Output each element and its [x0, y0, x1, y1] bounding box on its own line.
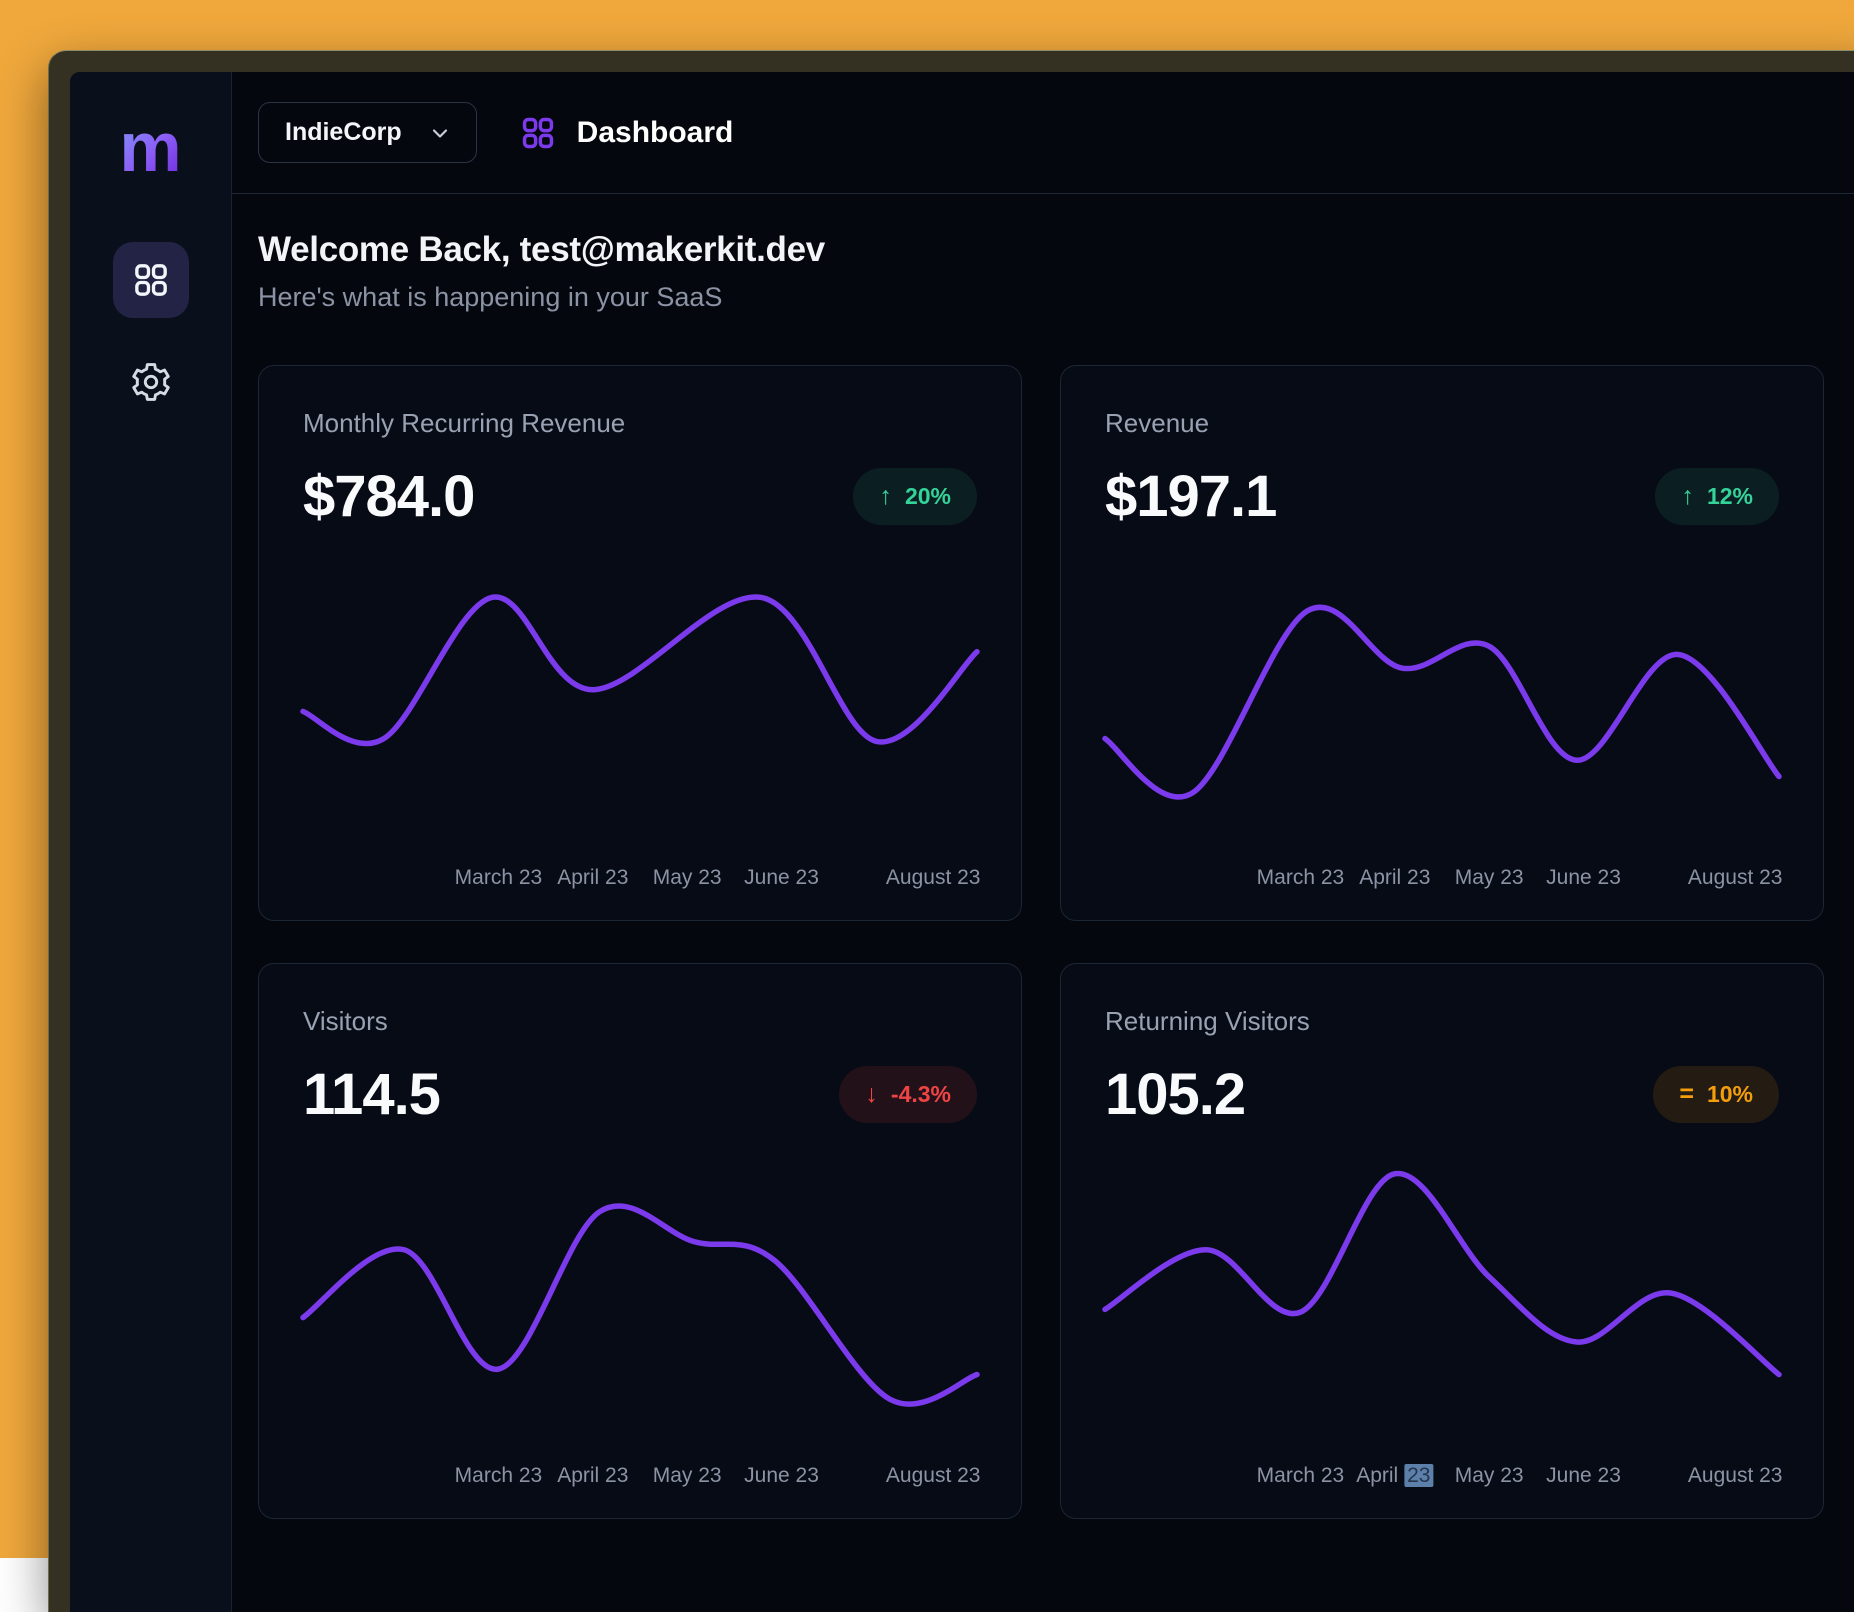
card-title: Revenue: [1105, 408, 1779, 439]
x-axis: March 23April 23May 23June 23August 23: [303, 1464, 977, 1492]
card-revenue: Revenue $197.1 ↑ 12% March 23 April 23 May…: [1060, 365, 1824, 921]
trend-badge: = 10%: [1653, 1066, 1779, 1123]
main-column: IndieCorp: [232, 72, 1854, 1612]
chevron-down-icon: [428, 121, 452, 145]
app-window: m: [48, 50, 1854, 1612]
welcome-heading: Welcome Back, test@makerkit.dev: [258, 230, 1824, 270]
selected-text-highlight: 23: [1404, 1464, 1433, 1487]
value-row: $784.0 ↑ 20%: [303, 463, 977, 530]
trend-badge: ↑ 12%: [1655, 468, 1779, 525]
axis-tick-label: May 23: [653, 1464, 722, 1488]
axis-tick-label: May 23: [653, 866, 722, 890]
breadcrumb: Dashboard: [519, 114, 734, 152]
stats-grid: Monthly Recurring Revenue $784.0 ↑ 20% M…: [258, 365, 1824, 1519]
value-row: $197.1 ↑ 12%: [1105, 463, 1779, 530]
welcome-subheading: Here's what is happening in your SaaS: [258, 282, 1824, 313]
axis-tick-label: May 23: [1455, 866, 1524, 890]
trend-delta: 20%: [905, 483, 951, 510]
line-chart-svg: [1105, 558, 1779, 854]
x-axis: March 23April 23May 23June 23August 23: [1105, 1464, 1779, 1492]
trend-delta: 12%: [1707, 483, 1753, 510]
value-row: 114.5 ↓ -4.3%: [303, 1061, 977, 1128]
axis-tick-label: August 23: [1688, 866, 1783, 890]
line-chart: [1105, 1156, 1779, 1452]
makerkit-logo: m: [119, 112, 181, 182]
axis-tick-label: June 23: [1546, 866, 1621, 890]
axis-tick-label: March 23: [455, 866, 543, 890]
trend-badge: ↑ 20%: [853, 468, 977, 525]
card-returning-visitors: Returning Visitors 105.2 = 10% March 23 A…: [1060, 963, 1824, 1519]
axis-tick-label: August 23: [886, 866, 981, 890]
line-chart-svg: [303, 1156, 977, 1452]
card-title: Visitors: [303, 1006, 977, 1037]
app-header: IndieCorp: [232, 72, 1854, 194]
squares-grid-icon: [131, 260, 171, 300]
line-chart-svg: [303, 558, 977, 854]
axis-tick-label: April 23: [1356, 1464, 1433, 1488]
trend-arrow-icon: ↓: [865, 1082, 878, 1107]
axis-tick-label: March 23: [455, 1464, 543, 1488]
axis-tick-label: March 23: [1257, 1464, 1345, 1488]
dashboard-app: m: [70, 72, 1854, 1612]
value-row: 105.2 = 10%: [1105, 1061, 1779, 1128]
axis-tick-label: May 23: [1455, 1464, 1524, 1488]
trend-arrow-icon: ↑: [1681, 484, 1694, 509]
page-content: Welcome Back, test@makerkit.dev Here's w…: [232, 194, 1854, 1612]
metric-value: 114.5: [303, 1061, 440, 1128]
axis-tick-label: March 23: [1257, 866, 1345, 890]
workspace-name: IndieCorp: [285, 118, 402, 147]
trend-badge: ↓ -4.3%: [839, 1066, 977, 1123]
axis-tick-label: April 23: [557, 866, 628, 890]
axis-tick-label: August 23: [1688, 1464, 1783, 1488]
squares-grid-icon: [519, 114, 557, 152]
gear-icon: [129, 360, 173, 404]
page-title: Dashboard: [577, 116, 734, 150]
axis-tick-label: April 23: [557, 1464, 628, 1488]
line-chart: [303, 1156, 977, 1452]
sidebar-item-dashboard[interactable]: [113, 242, 189, 318]
metric-value: $197.1: [1105, 463, 1276, 530]
metric-value: $784.0: [303, 463, 474, 530]
line-chart-svg: [1105, 1156, 1779, 1452]
axis-tick-label: August 23: [886, 1464, 981, 1488]
sidebar: m: [70, 72, 232, 1612]
card-visitors: Visitors 114.5 ↓ -4.3% March 23 April 23 M…: [258, 963, 1022, 1519]
card-monthly-recurring-revenue: Monthly Recurring Revenue $784.0 ↑ 20% M…: [258, 365, 1022, 921]
metric-value: 105.2: [1105, 1061, 1245, 1128]
axis-tick-label: June 23: [744, 866, 819, 890]
axis-tick-label: June 23: [1546, 1464, 1621, 1488]
line-chart: [303, 558, 977, 854]
axis-tick-label: June 23: [744, 1464, 819, 1488]
trend-flat-icon: =: [1679, 1082, 1694, 1107]
axis-tick-label: April 23: [1359, 866, 1430, 890]
card-title: Monthly Recurring Revenue: [303, 408, 977, 439]
trend-arrow-icon: ↑: [879, 484, 892, 509]
card-title: Returning Visitors: [1105, 1006, 1779, 1037]
trend-delta: -4.3%: [891, 1081, 951, 1108]
x-axis: March 23April 23May 23June 23August 23: [1105, 866, 1779, 894]
x-axis: March 23April 23May 23June 23August 23: [303, 866, 977, 894]
sidebar-item-settings[interactable]: [113, 344, 189, 420]
trend-delta: 10%: [1707, 1081, 1753, 1108]
line-chart: [1105, 558, 1779, 854]
workspace-selector-button[interactable]: IndieCorp: [258, 102, 477, 163]
